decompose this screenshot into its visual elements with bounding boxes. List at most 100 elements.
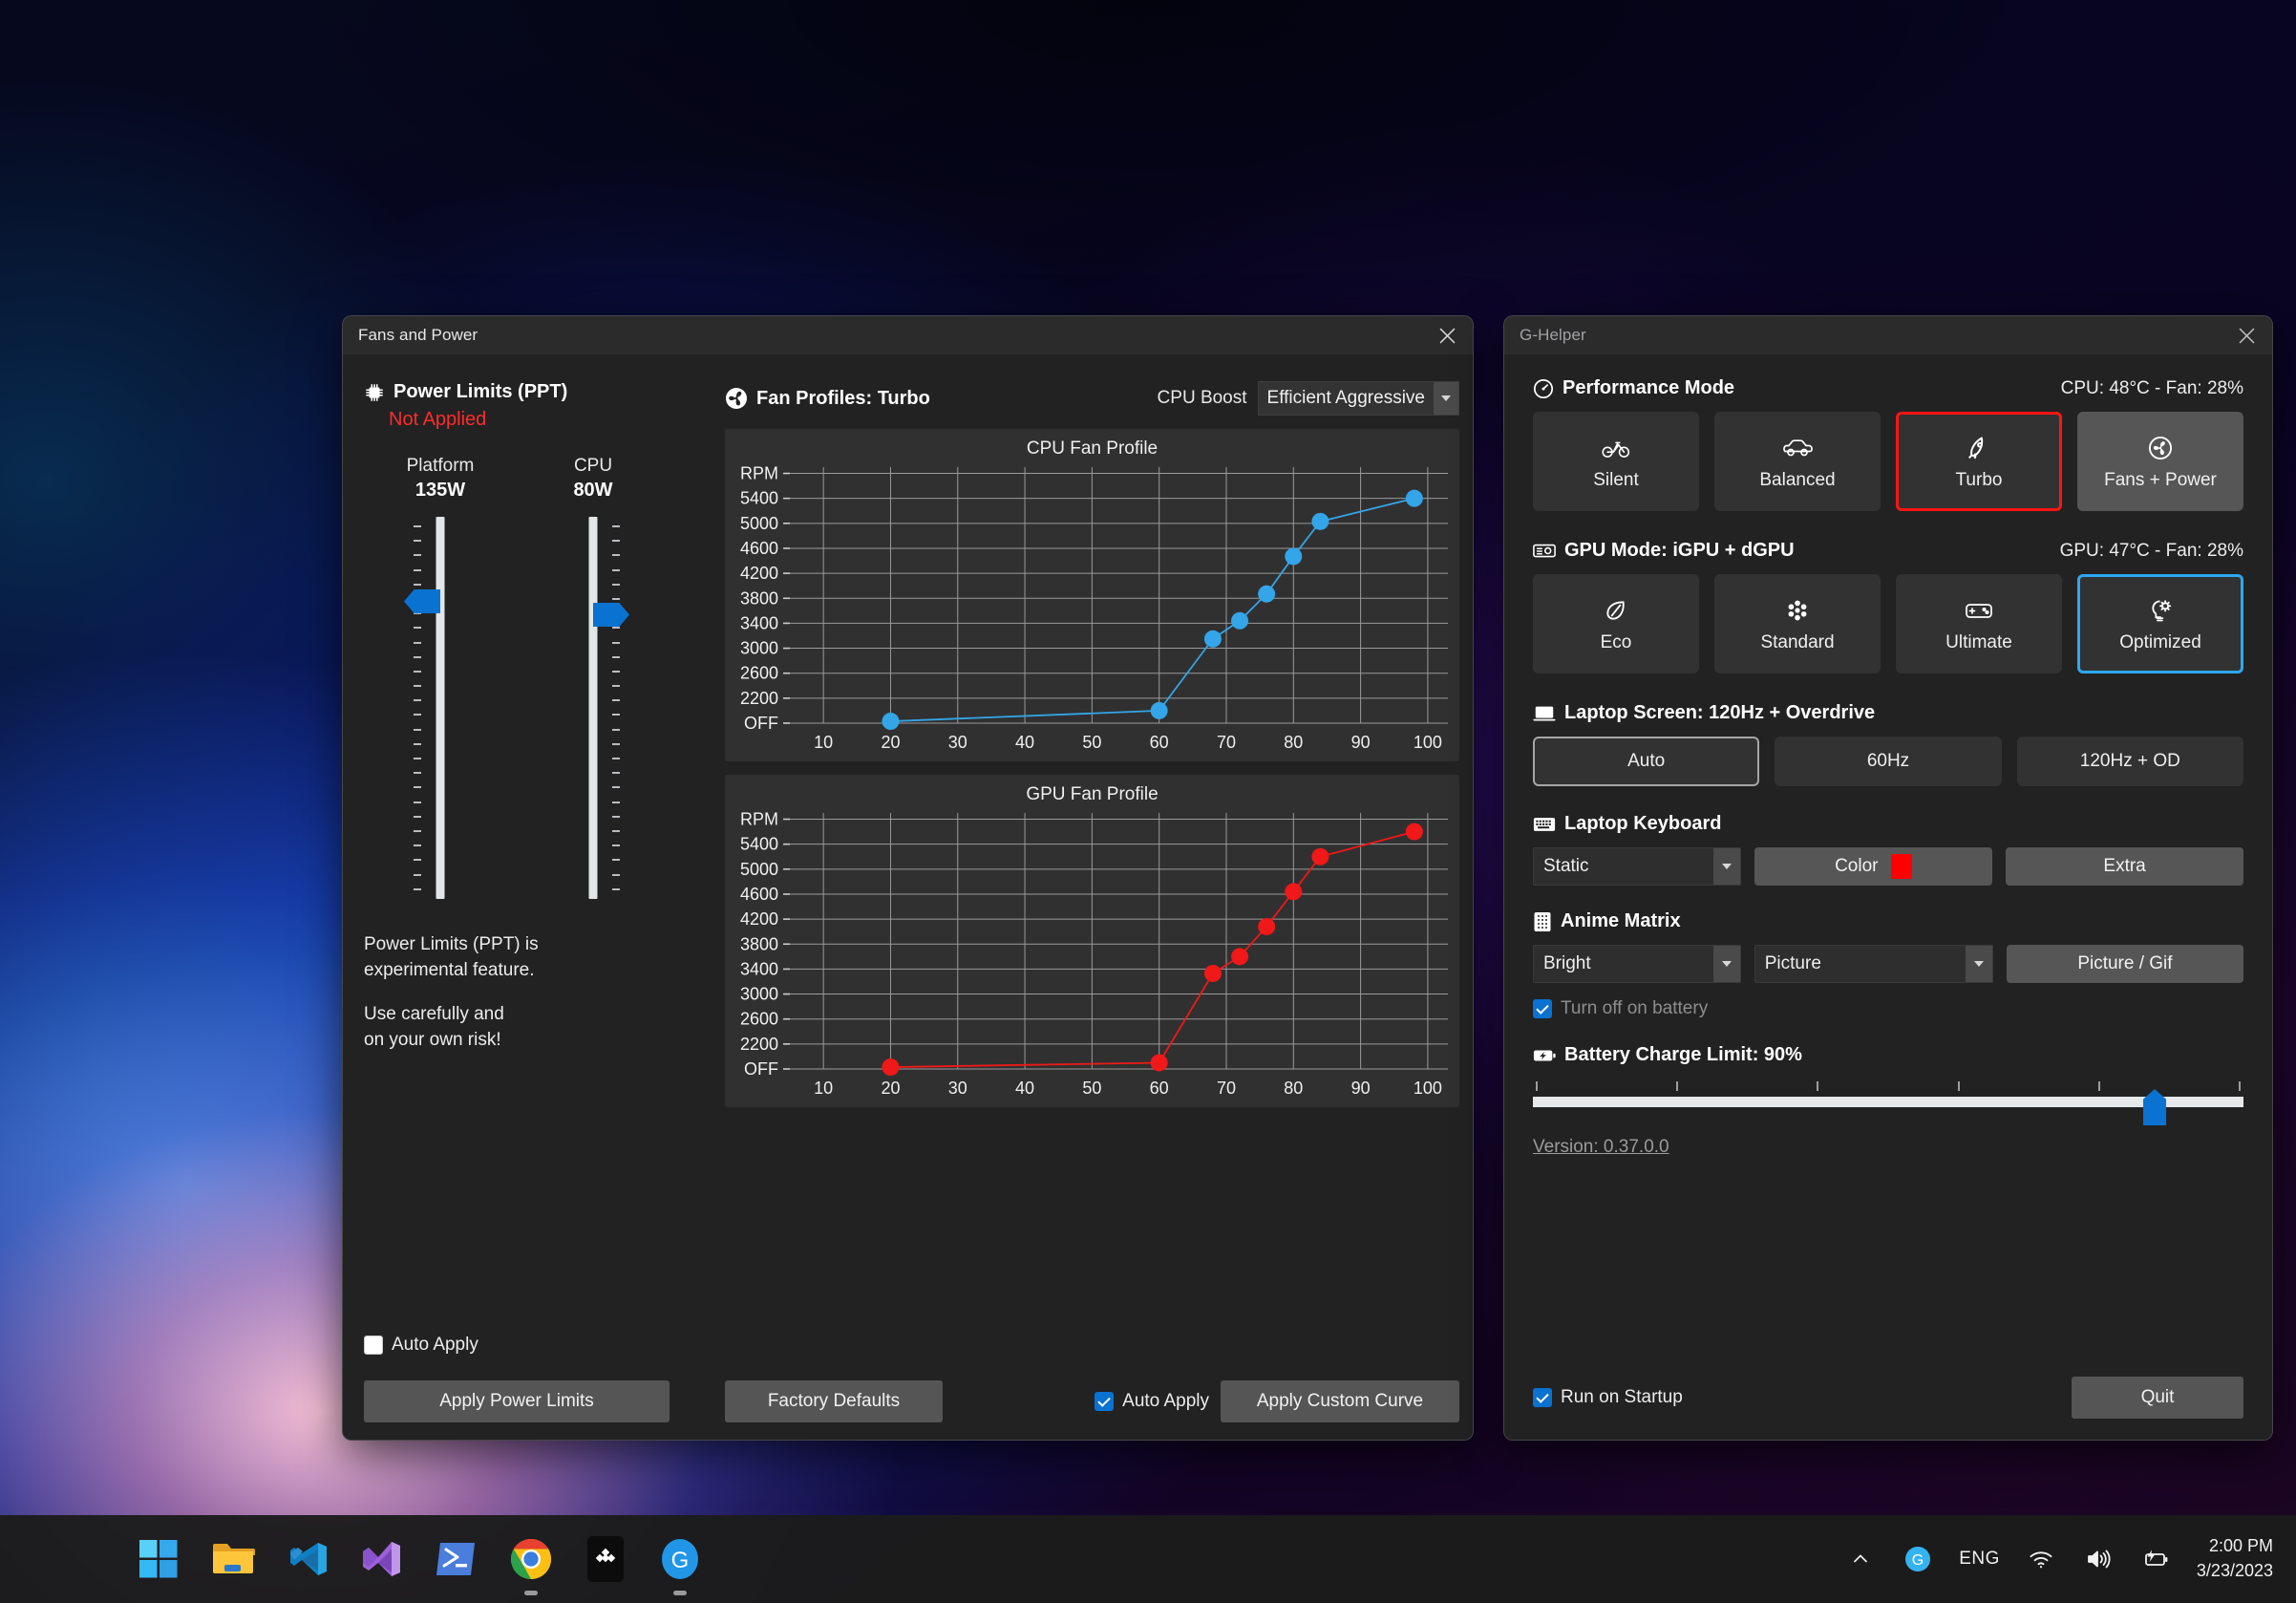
chevron-down-icon[interactable] bbox=[1712, 946, 1740, 982]
gpu-label: Standard bbox=[1760, 632, 1835, 652]
mode-tile-silent[interactable]: Silent bbox=[1533, 412, 1699, 511]
cpu-temp-readout: CPU: 48°C - Fan: 28% bbox=[2060, 377, 2243, 398]
gpu-mode-tiles: Eco Standard bbox=[1533, 574, 2243, 673]
start-button[interactable] bbox=[134, 1534, 183, 1584]
tidal-icon[interactable] bbox=[581, 1534, 630, 1584]
chevron-up-icon[interactable] bbox=[1844, 1543, 1877, 1575]
cpu-boost-value: Efficient Aggressive bbox=[1266, 388, 1425, 408]
svg-text:RPM: RPM bbox=[740, 810, 778, 829]
gpu-label: Optimized bbox=[2119, 632, 2201, 652]
version-link[interactable]: Version: 0.37.0.0 bbox=[1533, 1137, 1669, 1157]
keyboard-extra-button[interactable]: Extra bbox=[2006, 847, 2243, 886]
cpu-power-slider[interactable] bbox=[517, 517, 670, 899]
vs-code-icon[interactable] bbox=[283, 1534, 332, 1584]
taskbar: G G ENG bbox=[0, 1515, 2296, 1603]
screen-option-label: Auto bbox=[1627, 751, 1666, 771]
cpu-name: CPU bbox=[573, 456, 613, 476]
clock-time: 2:00 PM bbox=[2208, 1536, 2273, 1556]
screen-option-60hz[interactable]: 60Hz bbox=[1775, 737, 2002, 786]
ppt-warning-text: Power Limits (PPT) is experimental featu… bbox=[364, 931, 703, 1054]
quit-button[interactable]: Quit bbox=[2072, 1377, 2243, 1419]
taskbar-clock[interactable]: 2:00 PM 3/23/2023 bbox=[2197, 1534, 2273, 1583]
speaker-icon[interactable] bbox=[2082, 1543, 2115, 1575]
running-indicator bbox=[524, 1591, 538, 1595]
fans-window-title: Fans and Power bbox=[358, 326, 478, 344]
power-limits-heading: Power Limits (PPT) bbox=[364, 381, 703, 403]
checkbox-box[interactable] bbox=[1095, 1392, 1115, 1411]
cpu-slider-thumb[interactable] bbox=[593, 603, 629, 627]
cpu-boost-dropdown[interactable]: Efficient Aggressive bbox=[1257, 381, 1459, 416]
checkbox-box[interactable] bbox=[1533, 1388, 1552, 1407]
mode-tile-turbo[interactable]: Turbo bbox=[1896, 412, 2062, 511]
gpu-label: Ultimate bbox=[1945, 632, 2012, 652]
g-helper-tray-icon[interactable]: G bbox=[1902, 1543, 1934, 1575]
run-on-startup-checkbox[interactable]: Run on Startup bbox=[1533, 1387, 1683, 1408]
battery-charging-icon[interactable] bbox=[2139, 1543, 2172, 1575]
visual-studio-icon[interactable] bbox=[357, 1534, 407, 1584]
checkbox-box[interactable] bbox=[364, 1336, 383, 1355]
chevron-down-icon[interactable] bbox=[1434, 382, 1458, 415]
fan-settings-icon bbox=[2147, 432, 2174, 464]
cpu-fan-profile-plot[interactable]: 10 20 30 40 50 60 70 80 90 100 OFF 2200 2600 3000 3400… bbox=[725, 460, 1459, 758]
file-explorer-icon[interactable] bbox=[208, 1534, 258, 1584]
powershell-icon[interactable] bbox=[432, 1534, 481, 1584]
gpu-fan-profile-plot[interactable]: 10 20 30 40 50 60 70 80 90 100 OFF 2200 2600 3000 3400… bbox=[725, 805, 1459, 1103]
keyboard-color-button[interactable]: Color bbox=[1754, 847, 1993, 886]
anime-battery-off-checkbox[interactable]: Turn off on battery bbox=[1533, 998, 2243, 1019]
gpu-card-icon bbox=[1533, 542, 1556, 561]
snowflake-icon bbox=[1785, 594, 1810, 627]
anime-brightness-value: Bright bbox=[1543, 953, 1591, 973]
battery-charge-slider[interactable] bbox=[1533, 1081, 2243, 1125]
platform-slider-thumb[interactable] bbox=[404, 589, 440, 613]
mode-tile-balanced[interactable]: Balanced bbox=[1714, 412, 1881, 511]
svg-text:RPM: RPM bbox=[740, 464, 778, 483]
anime-content-dropdown[interactable]: Picture bbox=[1754, 945, 1993, 983]
cpu-slider-track bbox=[588, 517, 598, 899]
screen-option-auto[interactable]: Auto bbox=[1533, 737, 1760, 786]
g-helper-icon[interactable]: G bbox=[655, 1534, 705, 1595]
gpu-tile-eco[interactable]: Eco bbox=[1533, 574, 1699, 673]
anime-brightness-dropdown[interactable]: Bright bbox=[1533, 945, 1741, 983]
chevron-down-icon[interactable] bbox=[1713, 848, 1741, 885]
chevron-down-icon[interactable] bbox=[1965, 946, 1992, 982]
svg-text:40: 40 bbox=[1015, 1079, 1034, 1098]
keyboard-mode-dropdown[interactable]: Static bbox=[1533, 847, 1742, 886]
gpu-fan-chart-card: GPU Fan Profile 10 20 30 40 50 60 70 80 90 100 OFF… bbox=[725, 775, 1459, 1107]
language-indicator[interactable]: ENG bbox=[1959, 1549, 2000, 1569]
svg-text:60: 60 bbox=[1150, 733, 1169, 752]
wifi-icon[interactable] bbox=[2025, 1543, 2057, 1575]
leaf-icon bbox=[1604, 594, 1628, 627]
gpu-tile-ultimate[interactable]: Ultimate bbox=[1896, 574, 2062, 673]
ppt-auto-apply-label: Auto Apply bbox=[392, 1335, 478, 1355]
apply-power-limits-button[interactable]: Apply Power Limits bbox=[364, 1380, 670, 1422]
mode-tile-fans-power[interactable]: Fans + Power bbox=[2077, 412, 2243, 511]
platform-power-slider[interactable] bbox=[364, 517, 517, 899]
gpu-tile-optimized[interactable]: Optimized bbox=[2077, 574, 2243, 673]
keyboard-icon bbox=[1533, 816, 1556, 833]
factory-defaults-button[interactable]: Factory Defaults bbox=[725, 1380, 943, 1422]
battery-slider-thumb[interactable] bbox=[2143, 1089, 2166, 1125]
screen-option-120hz-od[interactable]: 120Hz + OD bbox=[2016, 737, 2243, 786]
curve-auto-apply-checkbox[interactable]: Auto Apply bbox=[1095, 1391, 1209, 1412]
checkbox-box[interactable] bbox=[1533, 999, 1552, 1018]
ppt-auto-apply-checkbox[interactable]: Auto Apply bbox=[364, 1335, 478, 1356]
fan-profiles-title: Fan Profiles: Turbo bbox=[756, 387, 930, 409]
anime-picture-gif-button[interactable]: Picture / Gif bbox=[2006, 945, 2243, 983]
chrome-icon[interactable] bbox=[506, 1534, 556, 1595]
cpu-boost-label: CPU Boost bbox=[1157, 388, 1247, 408]
bulb-gear-icon bbox=[2147, 594, 2174, 627]
mode-label: Silent bbox=[1593, 470, 1639, 490]
color-swatch[interactable] bbox=[1891, 854, 1913, 879]
laptop-screen-title: Laptop Screen: 120Hz + Overdrive bbox=[1564, 702, 1876, 723]
mode-label: Turbo bbox=[1955, 470, 2003, 490]
mode-label: Balanced bbox=[1759, 470, 1836, 490]
rocket-icon bbox=[1966, 432, 1992, 464]
laptop-keyboard-header: Laptop Keyboard bbox=[1533, 813, 2243, 835]
fans-window-titlebar: Fans and Power bbox=[343, 316, 1473, 354]
performance-mode-tiles: Silent Balanced bbox=[1533, 412, 2243, 511]
close-icon[interactable] bbox=[1421, 316, 1473, 354]
apply-custom-curve-button[interactable]: Apply Custom Curve bbox=[1221, 1380, 1459, 1422]
close-icon[interactable] bbox=[2221, 316, 2272, 354]
screen-option-label: 60Hz bbox=[1866, 751, 1910, 771]
gpu-tile-standard[interactable]: Standard bbox=[1714, 574, 1881, 673]
